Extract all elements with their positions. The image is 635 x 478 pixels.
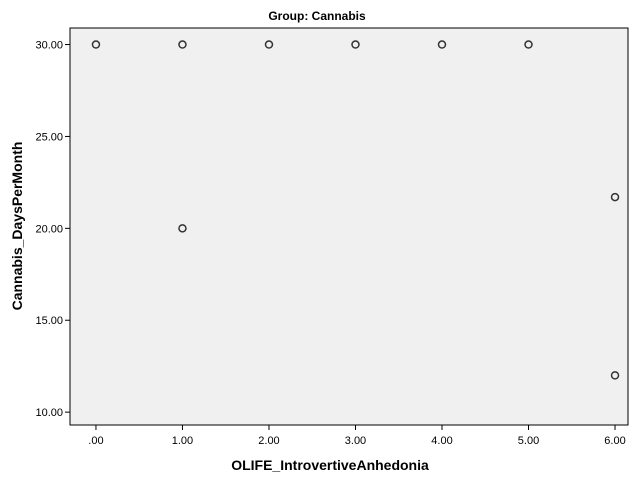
x-axis-label: OLIFE_IntrovertiveAnhedonia bbox=[231, 457, 429, 473]
x-tick-label: 6.00 bbox=[604, 435, 625, 447]
data-points bbox=[91, 40, 620, 380]
y-tick-label: 10.00 bbox=[35, 407, 63, 419]
y-tick-label: 20.00 bbox=[35, 223, 63, 235]
plot-area bbox=[69, 27, 629, 426]
data-point bbox=[351, 40, 360, 49]
data-point bbox=[264, 40, 274, 49]
x-tick-label: 2.00 bbox=[258, 435, 279, 447]
data-point bbox=[437, 40, 447, 49]
data-point bbox=[610, 192, 620, 202]
x-tick-label: 1.00 bbox=[172, 435, 193, 447]
x-tick-label: 3.00 bbox=[345, 435, 366, 447]
x-tick-label: .00 bbox=[88, 435, 103, 447]
y-axis: 10.00 15.00 20.00 25.00 30.00 bbox=[35, 40, 70, 419]
x-tick-label: 5.00 bbox=[518, 435, 539, 447]
data-point bbox=[610, 371, 620, 380]
data-point bbox=[178, 224, 187, 233]
y-tick-label: 30.00 bbox=[35, 40, 63, 52]
data-point bbox=[91, 40, 101, 49]
data-point bbox=[524, 40, 533, 49]
y-tick-label: 25.00 bbox=[35, 131, 63, 143]
data-point bbox=[178, 40, 187, 49]
chart-title: Group: Cannabis bbox=[268, 9, 366, 23]
x-tick-label: 4.00 bbox=[431, 435, 452, 447]
y-axis-label: Cannabis_DaysPerMonth bbox=[9, 142, 25, 311]
x-axis: .00 1.00 2.00 3.00 4.00 5.00 6.00 bbox=[88, 425, 626, 447]
y-tick-label: 15.00 bbox=[35, 315, 63, 327]
